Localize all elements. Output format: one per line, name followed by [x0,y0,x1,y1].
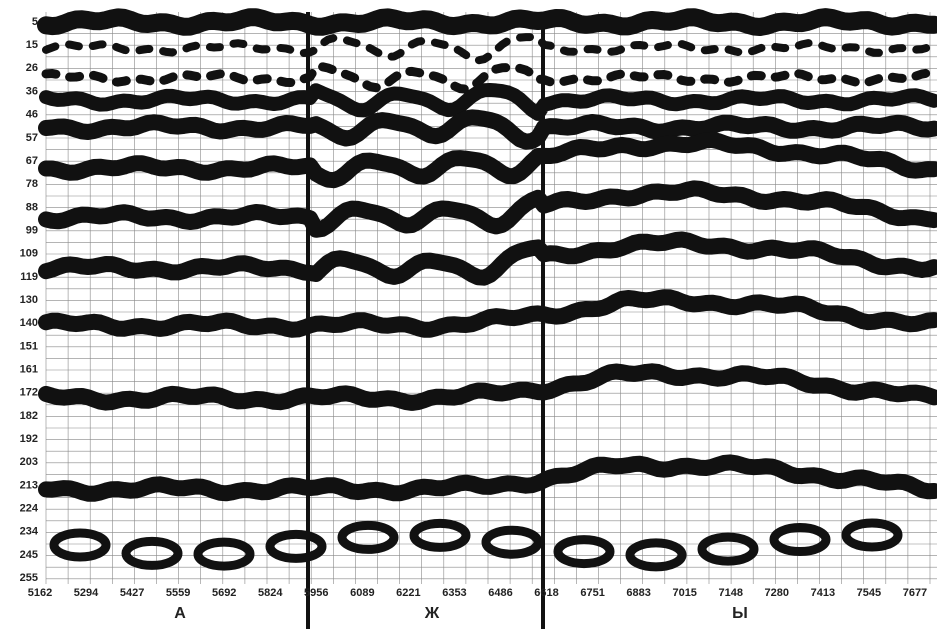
band [38,180,937,238]
y-tick-label: 99 [26,224,38,236]
y-tick-label: 172 [20,387,38,399]
y-tick-label: 57 [26,132,38,144]
blob [769,523,831,557]
band [37,8,937,36]
x-tick-label: 6353 [442,587,466,599]
band [42,33,937,65]
y-tick-label: 78 [26,178,38,190]
y-tick-label: 130 [20,294,38,306]
x-tick-label: 5559 [166,587,190,599]
y-tick-label: 224 [20,502,39,514]
y-tick-label: 36 [26,85,38,97]
y-tick-label: 234 [20,526,39,538]
x-tick-label: 7677 [903,587,927,599]
section-label: А [174,605,186,622]
y-tick-label: 140 [20,317,38,329]
y-tick-label: 88 [26,201,38,213]
x-tick-label: 7015 [672,587,696,599]
x-tick-label: 6618 [534,587,558,599]
x-tick-label: 5427 [120,587,144,599]
x-tick-label: 7413 [811,587,835,599]
blob [697,532,759,566]
reflection-bands [37,8,937,572]
y-tick-label: 109 [20,248,38,260]
y-tick-label: 5 [32,16,38,28]
y-tick-label: 119 [20,271,38,283]
blob [265,529,327,563]
y-tick-label: 182 [20,410,38,422]
y-tick-label: 26 [26,62,38,74]
y-tick-label: 213 [20,479,38,491]
x-tick-label: 7545 [857,587,881,599]
band [38,109,937,150]
x-tick-label: 6089 [350,587,374,599]
section-label: Ы [732,605,748,622]
x-tick-label: 6751 [580,587,604,599]
y-tick-label: 245 [20,549,38,561]
blob [121,536,183,570]
y-tick-label: 67 [26,155,38,167]
y-tick-label: 46 [26,109,38,121]
x-tick-label: 7148 [719,587,743,599]
x-tick-label: 6486 [488,587,512,599]
band [39,83,937,121]
y-tick-label: 15 [26,39,38,51]
x-tick-label: 7280 [765,587,789,599]
x-tick-label: 6221 [396,587,420,599]
blob [49,528,111,562]
band [38,289,937,338]
section-label: Ж [424,605,440,622]
blob [193,537,255,571]
y-tick-label: 255 [20,572,38,584]
band [38,454,937,502]
y-tick-label: 161 [20,363,38,375]
x-tick-label: 5692 [212,587,236,599]
band [38,131,937,189]
band [38,363,937,411]
band [41,62,937,94]
blob [337,520,399,554]
x-tick-label: 5294 [74,587,99,599]
y-tick-label: 151 [20,340,38,352]
band [38,231,937,286]
x-tick-label: 6883 [626,587,650,599]
y-tick-label: 192 [20,433,38,445]
x-tick-label: 5162 [28,587,52,599]
x-tick-label: 5824 [258,587,283,599]
blob [553,535,615,569]
blob [625,538,687,572]
blob [481,525,543,559]
y-tick-label: 203 [20,456,38,468]
blob [841,518,903,552]
x-tick-label: 5956 [304,587,328,599]
blob [409,518,471,552]
